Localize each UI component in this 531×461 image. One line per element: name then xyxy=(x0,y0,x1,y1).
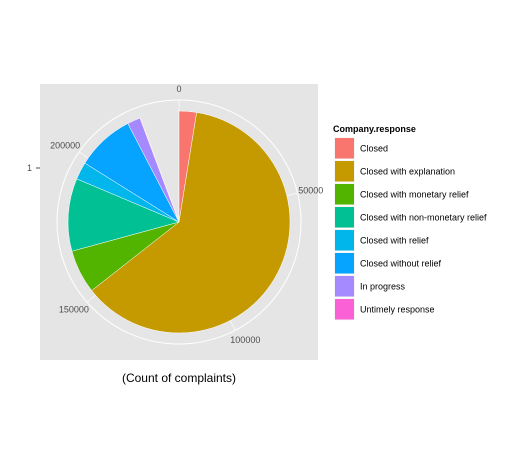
tick-layer: 0 50000 100000 150000 200000 xyxy=(50,84,323,345)
legend-key xyxy=(335,230,354,251)
theta-tick-label: 150000 xyxy=(59,305,89,315)
legend-label: Untimely response xyxy=(360,305,435,315)
legend-label: Closed with non-monetary relief xyxy=(360,213,487,223)
slice-layer xyxy=(67,110,291,334)
y-axis: 1 xyxy=(27,163,40,173)
pie-slice-3 xyxy=(67,178,180,252)
theta-tick-label: 0 xyxy=(176,84,181,94)
legend-label: Closed with relief xyxy=(360,236,429,246)
legend-key xyxy=(335,299,354,320)
legend-label: Closed without relief xyxy=(360,259,442,269)
legend-title: Company.response xyxy=(333,124,416,134)
legend-key xyxy=(335,161,354,182)
theta-tick-label: 50000 xyxy=(298,185,323,195)
pie-slice-7 xyxy=(139,117,180,223)
theta-tick-label: 100000 xyxy=(230,335,260,345)
legend: Company.response Closed Closed with expla… xyxy=(333,124,487,321)
legend-key xyxy=(335,253,354,274)
legend-label: In progress xyxy=(360,282,406,292)
legend-label: Closed xyxy=(360,144,388,154)
legend-key xyxy=(335,276,354,297)
y-tick-label: 1 xyxy=(27,163,32,173)
theta-tick-label: 200000 xyxy=(50,141,80,151)
legend-label: Closed with explanation xyxy=(360,167,455,177)
x-axis-label: (Count of complaints) xyxy=(122,371,236,385)
legend-key xyxy=(335,138,354,159)
legend-key xyxy=(335,207,354,228)
legend-key xyxy=(335,184,354,205)
legend-label: Closed with monetary relief xyxy=(360,190,469,200)
pie-slice-1 xyxy=(91,112,291,334)
